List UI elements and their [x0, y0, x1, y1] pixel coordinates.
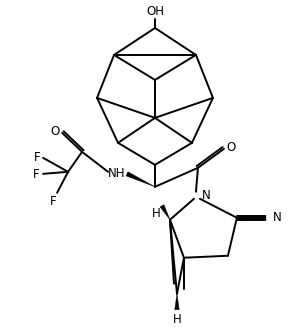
- Text: F: F: [33, 168, 39, 181]
- Polygon shape: [175, 294, 179, 310]
- Text: OH: OH: [146, 6, 164, 18]
- Text: H: H: [173, 313, 181, 326]
- Text: NH: NH: [108, 167, 126, 180]
- Text: O: O: [226, 141, 236, 154]
- Text: F: F: [50, 195, 57, 208]
- Polygon shape: [160, 205, 170, 220]
- Text: H: H: [152, 207, 160, 220]
- Text: O: O: [51, 125, 60, 138]
- Polygon shape: [126, 172, 155, 187]
- Text: N: N: [202, 189, 211, 202]
- Text: N: N: [273, 211, 281, 224]
- Text: F: F: [34, 151, 41, 164]
